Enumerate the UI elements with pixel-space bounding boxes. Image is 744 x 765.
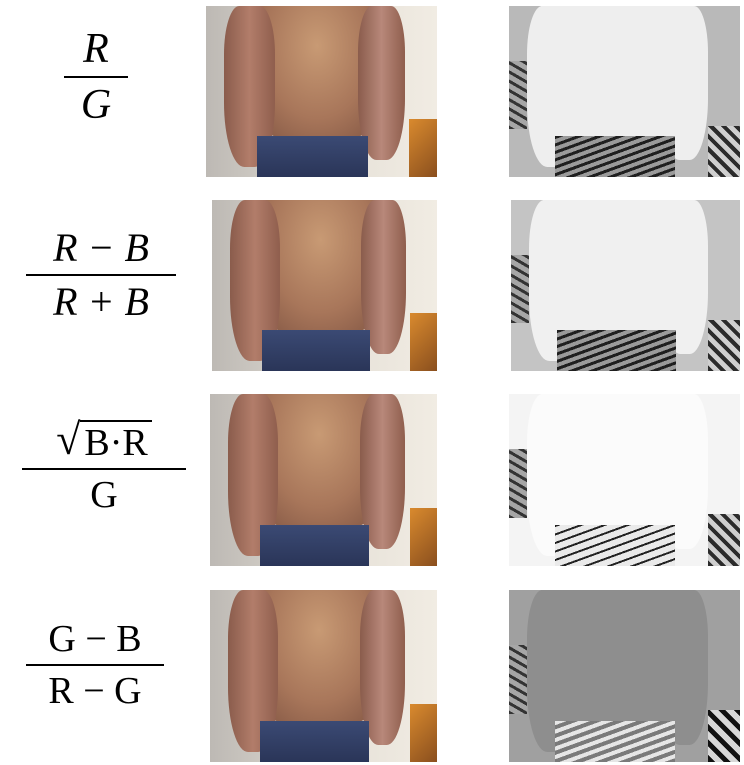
fraction-bar — [26, 274, 176, 276]
formula-denominator: R − G — [48, 670, 142, 712]
formula-numerator: R — [83, 26, 109, 72]
grayscale-map-row-2 — [511, 200, 740, 371]
formula-numerator: R − B — [53, 225, 149, 270]
formula-denominator: G — [90, 474, 118, 516]
color-photo-row-2 — [212, 200, 437, 371]
formula-radicand: B·R — [80, 420, 152, 462]
grayscale-map-row-4 — [509, 590, 740, 762]
grayscale-map-row-1 — [509, 6, 740, 177]
formula-denominator: G — [80, 82, 112, 128]
sqrt-sign: √ — [56, 415, 81, 464]
color-photo-row-3 — [210, 394, 437, 566]
formula-sqrt-br-over-g: √ B·R G — [22, 418, 186, 514]
formula-numerator: G − B — [48, 618, 142, 660]
fraction-bar — [64, 76, 128, 78]
formula-r-over-g: R G — [64, 28, 128, 126]
formula-denominator: R + B — [53, 279, 149, 324]
color-photo-row-4 — [210, 590, 437, 762]
formula-numerator: √ B·R — [56, 418, 152, 462]
fraction-bar — [26, 664, 164, 666]
formula-g-minus-b-over-r-minus-g: G − B R − G — [26, 620, 164, 710]
color-photo-row-1 — [206, 6, 437, 177]
grayscale-map-row-3 — [509, 394, 740, 566]
fraction-bar — [22, 468, 186, 470]
formula-r-minus-b-over-r-plus-b: R − B R + B — [26, 228, 176, 322]
